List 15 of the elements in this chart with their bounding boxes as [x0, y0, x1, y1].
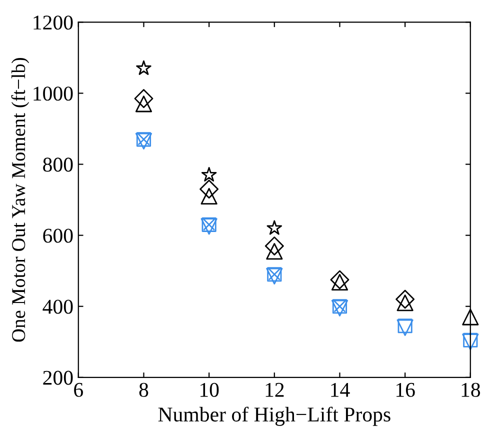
y-tick-label: 200: [43, 370, 73, 385]
y-axis-title: One Motor Out Yaw Moment (ft−lb): [11, 58, 30, 342]
x-tick-label: 16: [396, 382, 415, 397]
x-axis-title: Number of High−Lift Props: [158, 406, 390, 426]
y-tick-label: 400: [42, 300, 73, 314]
x-tick-label: 6: [74, 382, 83, 397]
y-tick-label: 1200: [34, 16, 73, 30]
y-tick-label: 800: [43, 158, 73, 172]
x-tick-label: 18: [462, 382, 480, 397]
x-tick-label: 8: [139, 382, 148, 397]
x-tick-label: 14: [331, 382, 350, 397]
x-tick-label: 12: [266, 382, 284, 397]
y-tick-label: 1000: [34, 86, 73, 101]
x-tick-label: 10: [200, 382, 219, 397]
y-tick-label: 600: [43, 228, 73, 243]
